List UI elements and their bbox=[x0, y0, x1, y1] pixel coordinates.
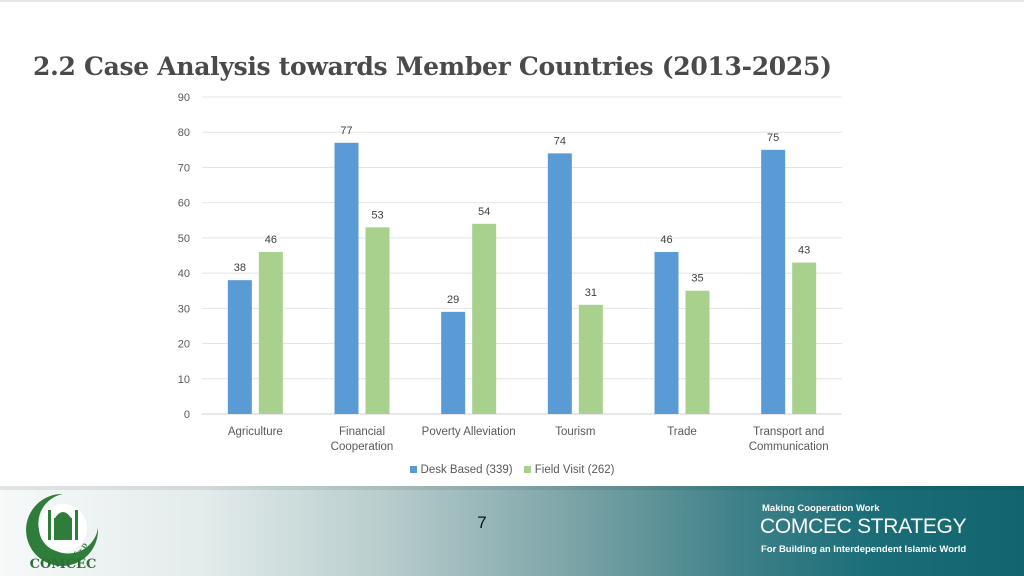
footer-shadow bbox=[0, 486, 1024, 490]
bar-field-visit-1 bbox=[365, 227, 390, 414]
bars bbox=[227, 142, 817, 415]
bar-desk-based-3 bbox=[547, 153, 572, 414]
bar-desk-based-1 bbox=[334, 142, 359, 415]
bar-field-visit-5 bbox=[792, 262, 817, 414]
logo-building-shape bbox=[54, 518, 72, 540]
category-label-line-3-0: Tourism bbox=[555, 426, 595, 438]
legend-item-field-visit: Field Visit (262) bbox=[523, 464, 615, 476]
category-label-4: Trade bbox=[667, 426, 697, 438]
tagline-bottom: For Building an Interdependent Islamic W… bbox=[761, 544, 967, 555]
y-tick-label-40: 40 bbox=[178, 268, 190, 280]
category-label-1: Financial Cooperation bbox=[331, 426, 394, 453]
category-label-line-1-0: Financial bbox=[339, 426, 385, 438]
data-label-field-visit-5: 43 bbox=[798, 245, 810, 257]
chart-legend: Desk Based (339) Field Visit (262) bbox=[0, 464, 1024, 476]
logo-minaret-left bbox=[48, 510, 51, 540]
data-label-desk-based-1: 77 bbox=[340, 125, 352, 137]
category-label-0: Agriculture bbox=[228, 426, 283, 438]
logo-minaret-right bbox=[75, 510, 78, 540]
category-label-line-1-1: Cooperation bbox=[331, 441, 394, 453]
legend-label-desk-based: Desk Based (339) bbox=[420, 464, 513, 476]
y-tick-label-20: 20 bbox=[178, 339, 190, 351]
y-tick-label-80: 80 bbox=[178, 127, 190, 139]
slide-title: 2.2 Case Analysis towards Member Countri… bbox=[33, 52, 832, 81]
legend-swatch-field-visit bbox=[523, 466, 531, 474]
data-label-field-visit-0: 46 bbox=[265, 234, 277, 246]
bar-desk-based-2 bbox=[441, 311, 466, 414]
category-label-line-0-0: Agriculture bbox=[228, 426, 283, 438]
bar-chart: 0 10 20 30 40 50 60 70 80 90 38 46 77 53 29 54 74 31 46 35… bbox=[178, 92, 842, 453]
bar-field-visit-4 bbox=[685, 290, 710, 414]
bar-field-visit-3 bbox=[578, 304, 603, 414]
logo-dome-shape bbox=[55, 512, 71, 518]
y-tick-label-70: 70 bbox=[178, 162, 190, 174]
category-label-line-2-0: Poverty Alleviation bbox=[422, 426, 516, 438]
y-tick-label-60: 60 bbox=[178, 198, 190, 210]
legend-label-field-visit: Field Visit (262) bbox=[534, 464, 615, 476]
gridlines bbox=[202, 96, 842, 415]
data-label-desk-based-3: 74 bbox=[554, 135, 566, 147]
y-tick-label-10: 10 bbox=[178, 374, 190, 386]
legend-swatch-desk-based bbox=[409, 466, 417, 474]
crescent-shape bbox=[26, 493, 99, 566]
bar-field-visit-2 bbox=[472, 223, 497, 414]
data-labels: 38 46 77 53 29 54 74 31 46 35 75 43 bbox=[234, 125, 811, 306]
data-label-field-visit-1: 53 bbox=[371, 209, 383, 221]
bar-desk-based-0 bbox=[227, 280, 252, 414]
comcec-logo: Cooperation for Development bbox=[18, 488, 99, 566]
data-label-field-visit-4: 35 bbox=[691, 273, 703, 285]
y-tick-label-50: 50 bbox=[178, 233, 190, 245]
category-label-line-4-0: Trade bbox=[667, 426, 697, 438]
top-rule bbox=[0, 0, 1024, 2]
tagline-top: Making Cooperation Work bbox=[762, 503, 880, 514]
strategy-title: COMCEC STRATEGY bbox=[760, 515, 967, 538]
y-tick-label-0: 0 bbox=[184, 409, 190, 421]
data-label-desk-based-5: 75 bbox=[767, 132, 779, 144]
category-labels: Agriculture Financial Cooperation Poverty A… bbox=[228, 426, 829, 453]
page-number: 7 bbox=[477, 513, 487, 532]
category-label-line-5-1: Communication bbox=[749, 441, 829, 453]
y-tick-label-90: 90 bbox=[178, 92, 190, 104]
bar-desk-based-5 bbox=[761, 149, 786, 415]
footer-band bbox=[0, 486, 1024, 576]
category-label-5: Transport and Communication bbox=[749, 426, 829, 453]
category-label-3: Tourism bbox=[555, 426, 595, 438]
category-label-line-5-0: Transport and bbox=[753, 426, 824, 438]
data-label-field-visit-2: 54 bbox=[478, 206, 490, 218]
bar-desk-based-4 bbox=[654, 251, 679, 414]
y-axis-ticks: 0 10 20 30 40 50 60 70 80 90 bbox=[178, 92, 190, 421]
bar-field-visit-0 bbox=[258, 251, 283, 414]
logo-text: COMCEC bbox=[29, 557, 97, 572]
data-label-desk-based-2: 29 bbox=[447, 294, 459, 306]
category-label-2: Poverty Alleviation bbox=[422, 426, 516, 438]
y-tick-label-30: 30 bbox=[178, 303, 190, 315]
data-label-field-visit-3: 31 bbox=[585, 287, 597, 299]
data-label-desk-based-0: 38 bbox=[234, 262, 246, 274]
data-label-desk-based-4: 46 bbox=[660, 234, 672, 246]
legend-item-desk-based: Desk Based (339) bbox=[409, 464, 513, 476]
